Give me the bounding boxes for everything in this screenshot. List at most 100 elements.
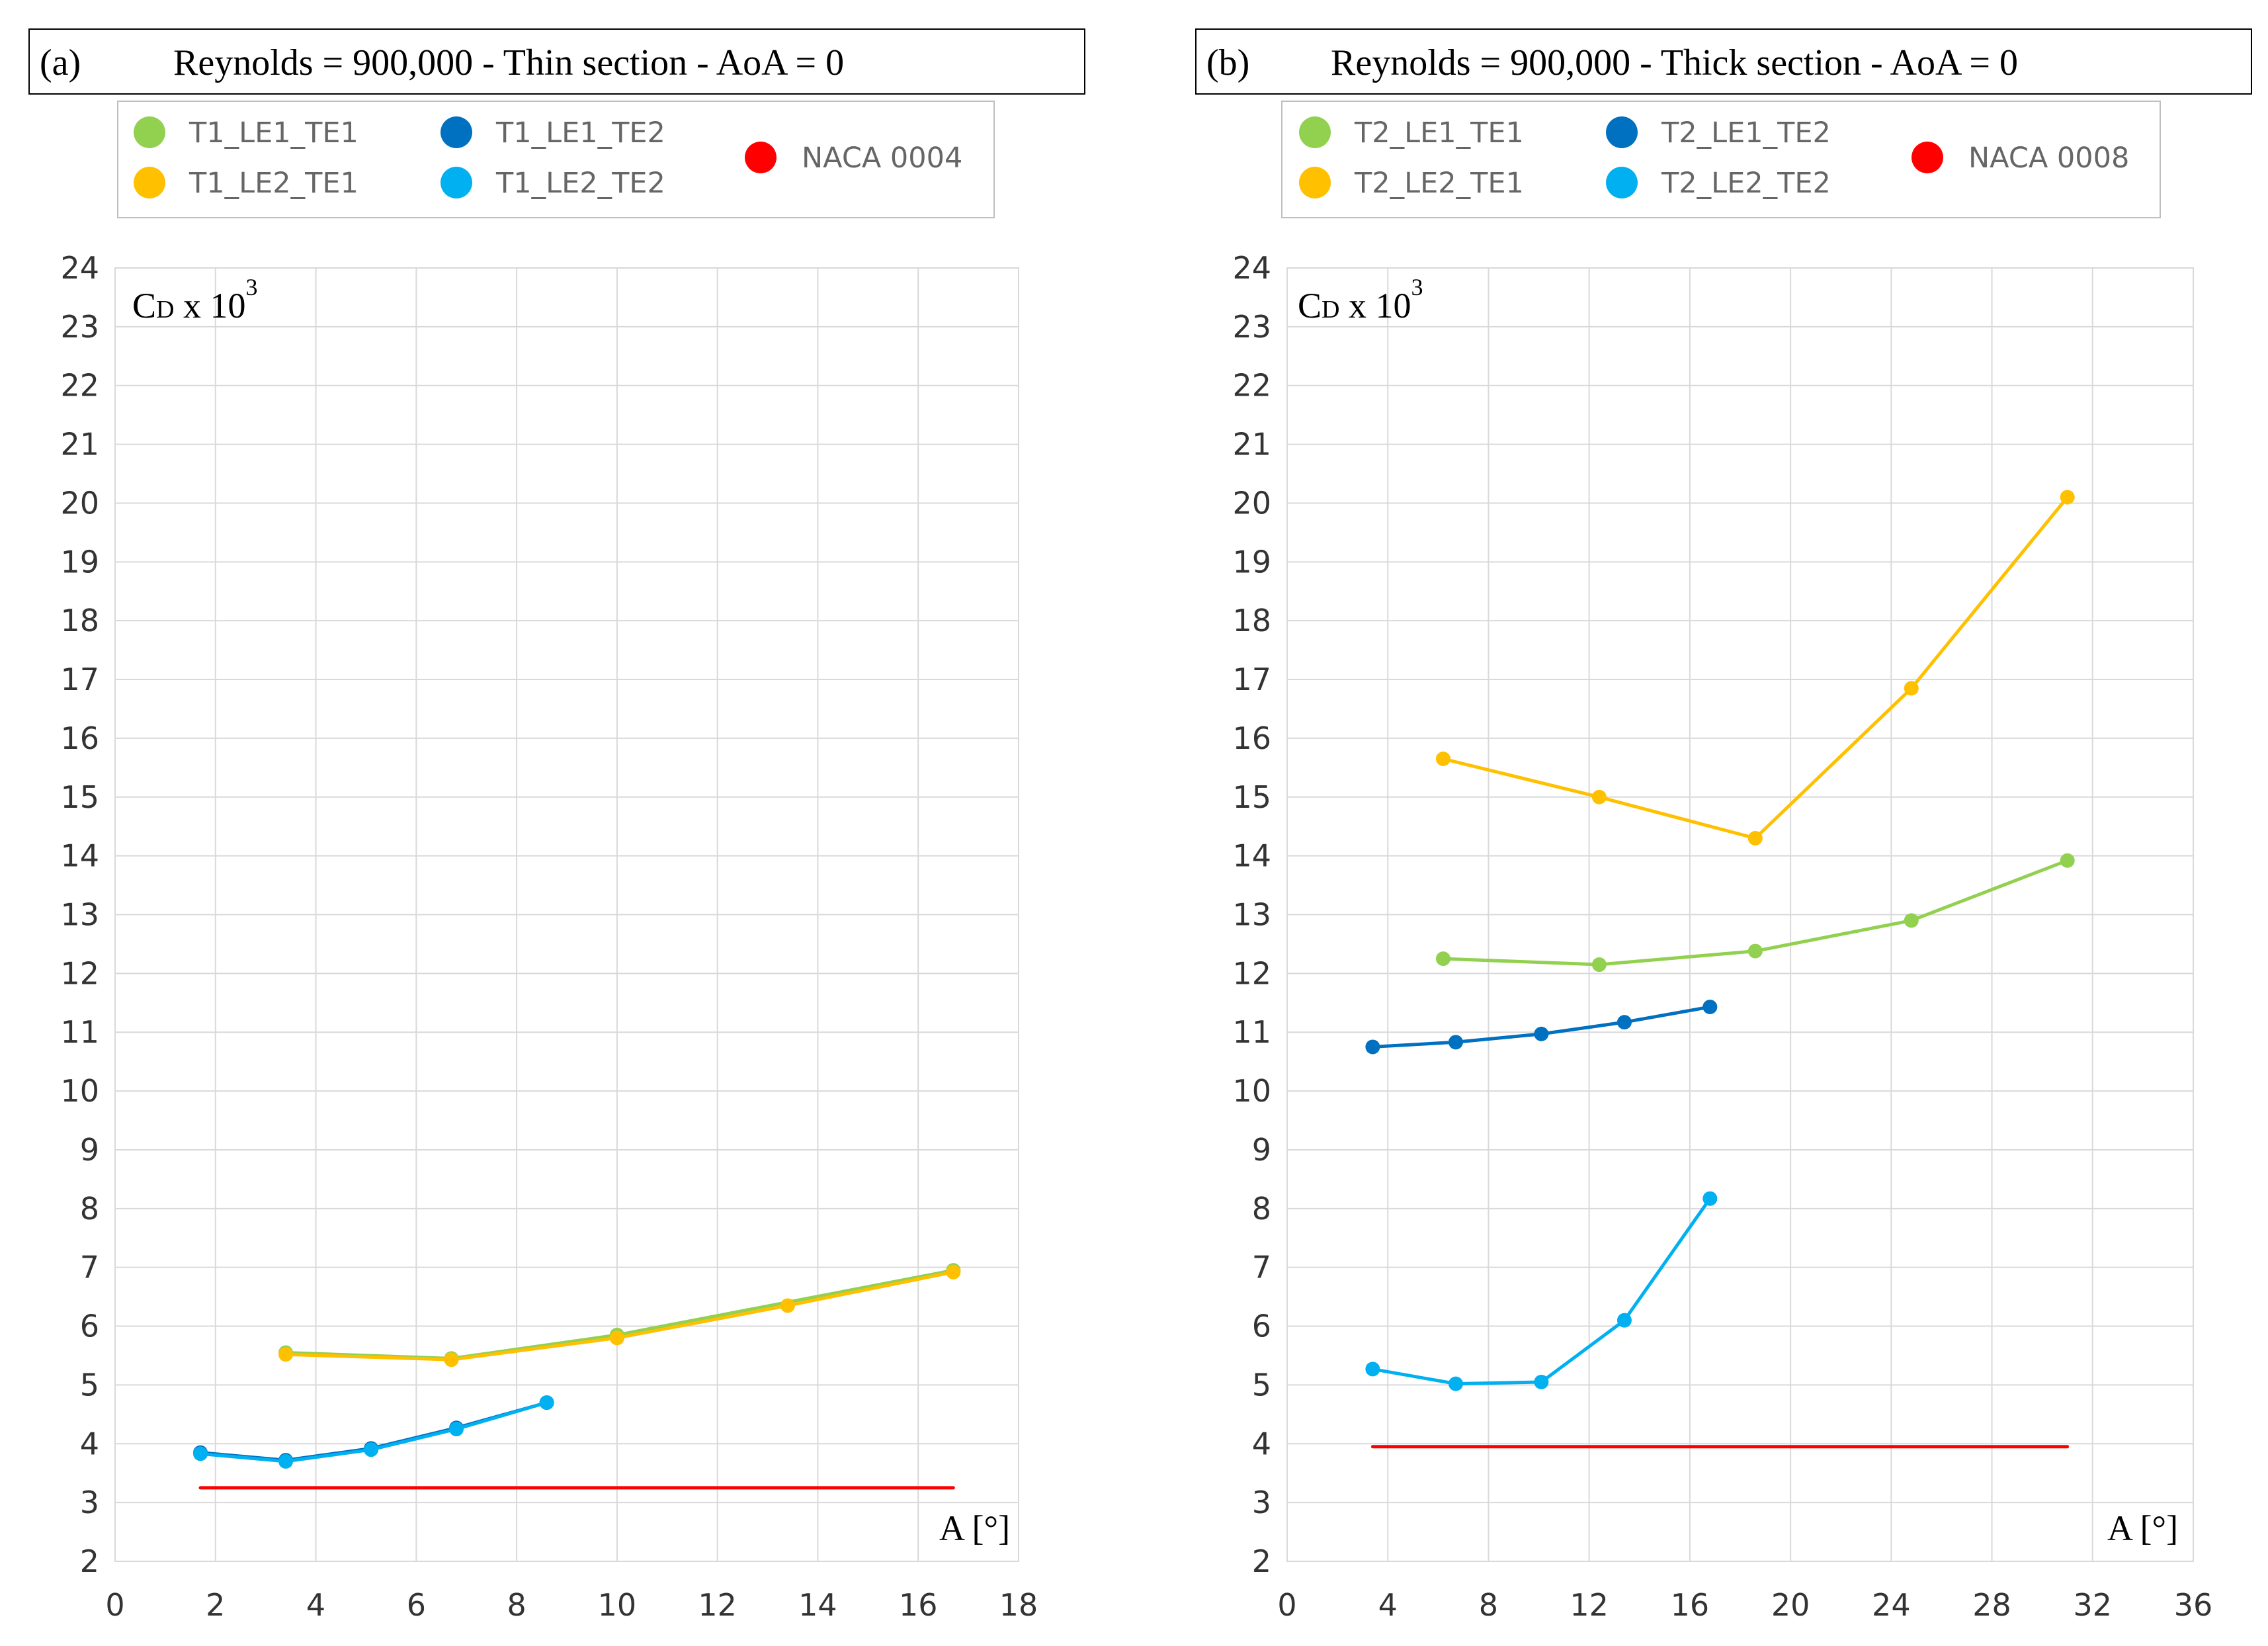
data-point-t2-le1-te2 [1534, 1026, 1549, 1041]
panel-a-ytick-label: 9 [80, 1132, 99, 1168]
panel-a-xtick-label: 16 [899, 1587, 938, 1623]
legend-label-naca-0008: NACA 0008 [1968, 142, 2129, 175]
panel-a-grid [114, 267, 1019, 1562]
data-point-t2-le2-te1 [1435, 752, 1450, 767]
panel-b-ytick-label: 3 [1252, 1485, 1271, 1520]
panel-a-xtick-label: 14 [798, 1587, 837, 1623]
panel-b: (b) Reynolds = 900,000 - Thick section -… [1195, 28, 2252, 1623]
panel-b-ylabel: CD x 103 [1298, 274, 1423, 325]
panel-b-ytick-label: 7 [1252, 1250, 1271, 1285]
panel-b-ytick-label: 4 [1252, 1426, 1271, 1461]
panel-b-title-box [1195, 28, 2252, 95]
panel-a-ytick-label: 24 [60, 250, 99, 286]
panel-b-ytick-label: 20 [1232, 485, 1271, 521]
panel-a-ytick-label: 11 [60, 1014, 99, 1050]
panel-b-ytick-label: 13 [1232, 897, 1271, 933]
panel-b-ytick-label: 5 [1252, 1367, 1271, 1403]
panel-a-ytick-label: 13 [60, 897, 99, 933]
panel-a-ytick-label: 6 [80, 1309, 99, 1344]
legend-marker-t2-le1-te2 [1606, 116, 1638, 148]
legend-label-t2-le1-te1: T2_LE1_TE1 [1354, 116, 1524, 150]
panel-a: (a) Reynolds = 900,000 - Thin section - … [28, 28, 1085, 1623]
panel-a-ytick-label: 12 [60, 955, 99, 991]
panel-b-xtick-label: 16 [1671, 1587, 1710, 1623]
panel-b-ytick-label: 9 [1252, 1132, 1271, 1168]
legend-marker-naca-0008 [1911, 142, 1943, 173]
panel-a-ytick-label: 5 [80, 1367, 99, 1403]
panel-b-ytick-label: 6 [1252, 1309, 1271, 1344]
panel-b-label: (b) [1206, 42, 1249, 83]
panel-b-xtick-label: 4 [1378, 1587, 1398, 1623]
data-point-t2-le2-te1 [1747, 830, 1763, 845]
data-point-t1-le2-te2 [449, 1422, 464, 1437]
panel-a-label: (a) [40, 42, 81, 83]
panel-b-xtick-label: 28 [1972, 1587, 2011, 1623]
data-point-t1-le2-te1 [278, 1347, 294, 1362]
panel-a-xtick-label: 0 [105, 1587, 124, 1623]
legend-marker-t2-le2-te1 [1299, 167, 1331, 198]
panel-b-legend: T2_LE1_TE1 T2_LE2_TE1 T2_LE1_TE2 T2_LE2_… [1281, 101, 2161, 218]
panel-a-ytick-label: 4 [80, 1426, 99, 1461]
panel-b-ytick-label: 2 [1252, 1543, 1271, 1579]
data-point-t2-le1-te2 [1365, 1039, 1380, 1055]
legend-marker-t1-le1-te1 [134, 116, 165, 148]
legend-marker-t1-le2-te1 [134, 167, 165, 198]
data-point-t2-le2-te2 [1617, 1313, 1632, 1328]
panel-a-xtick-label: 6 [407, 1587, 426, 1623]
panel-b-ytick-label: 8 [1252, 1191, 1271, 1227]
panel-a-xlabel: A [°] [939, 1508, 1010, 1548]
panel-b-ytick-label: 14 [1232, 838, 1271, 874]
data-point-t1-le2-te2 [193, 1446, 208, 1461]
panel-b-xlabel: A [°] [2107, 1508, 2178, 1548]
panel-a-xtick-label: 8 [507, 1587, 526, 1623]
data-point-t2-le1-te1 [2060, 853, 2075, 868]
data-point-t2-le1-te2 [1617, 1015, 1632, 1030]
panel-b-ytick-label: 21 [1232, 427, 1271, 462]
legend-marker-t2-le2-te2 [1606, 167, 1638, 198]
panel-a-ytick-label: 22 [60, 368, 99, 404]
panel-a-ytick-label: 20 [60, 485, 99, 521]
panel-a-ytick-label: 15 [60, 779, 99, 815]
legend-label-t1-le2-te2: T1_LE2_TE2 [495, 167, 665, 200]
legend-label-t2-le2-te1: T2_LE2_TE1 [1354, 167, 1524, 200]
panel-a-title-box [28, 28, 1085, 95]
panel-b-ytick-label: 16 [1232, 720, 1271, 756]
data-point-t1-le2-te2 [278, 1453, 294, 1469]
data-point-t2-le1-te1 [1591, 957, 1607, 973]
legend-marker-t1-le2-te2 [441, 167, 472, 198]
panel-a-ytick-label: 19 [60, 544, 99, 580]
legend-label-t1-le1-te1: T1_LE1_TE1 [189, 116, 358, 150]
data-point-t1-le2-te1 [444, 1352, 459, 1367]
panel-b-xtick-label: 8 [1479, 1587, 1498, 1623]
legend-label-t1-le1-te2: T1_LE1_TE2 [495, 116, 665, 150]
panel-b-ytick-label: 12 [1232, 955, 1271, 991]
data-point-t2-le1-te1 [1904, 913, 1919, 928]
data-point-t2-le1-te1 [1747, 943, 1763, 959]
data-point-t2-le2-te2 [1448, 1376, 1463, 1391]
panel-b-ytick-label: 23 [1232, 309, 1271, 345]
panel-b-ytick-label: 22 [1232, 368, 1271, 404]
panel-a-ylabel: CD x 103 [132, 274, 257, 325]
legend-marker-t1-le1-te2 [441, 116, 472, 148]
panel-b-xtick-label: 24 [1872, 1587, 1911, 1623]
panel-b-legend-box [1281, 101, 2161, 218]
legend-marker-naca-0004 [745, 142, 777, 173]
data-point-t2-le2-te2 [1534, 1374, 1549, 1389]
panel-b-ytick-label: 17 [1232, 662, 1271, 697]
panel-a-ytick-label: 21 [60, 427, 99, 462]
panel-b-xtick-label: 36 [2174, 1587, 2213, 1623]
panel-a-ytick-label: 23 [60, 309, 99, 345]
data-point-t1-le2-te2 [364, 1442, 379, 1457]
panel-b-title: Reynolds = 900,000 - Thick section - AoA… [1331, 42, 2018, 83]
data-point-t2-le2-te1 [2060, 490, 2075, 505]
panel-b-ytick-label: 10 [1232, 1073, 1271, 1109]
panel-a-ytick-label: 14 [60, 838, 99, 874]
data-point-t1-le2-te1 [946, 1264, 961, 1279]
panel-a-xtick-label: 10 [598, 1587, 637, 1623]
panel-a-ytick-label: 16 [60, 720, 99, 756]
data-point-t2-le1-te2 [1702, 1000, 1718, 1015]
panel-a-ytick-label: 3 [80, 1485, 99, 1520]
panel-a-xtick-label: 12 [698, 1587, 737, 1623]
